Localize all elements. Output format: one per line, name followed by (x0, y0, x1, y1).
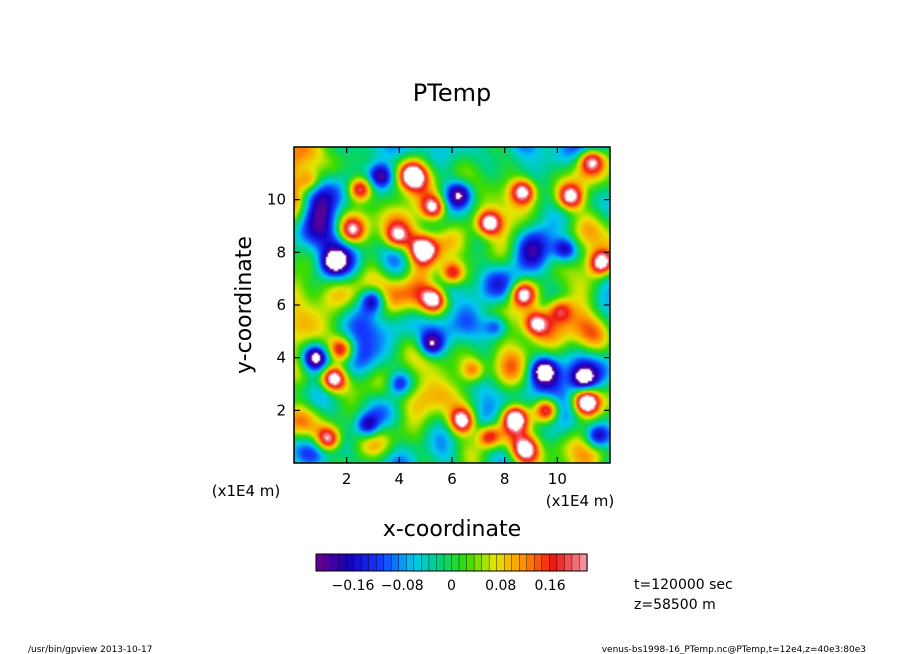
colorbar-bin (451, 553, 460, 572)
colorbar-bin (428, 553, 438, 572)
y-tick-label: 6 (276, 296, 286, 314)
y-tick-label: 2 (276, 401, 286, 419)
y-axis-ticks: 2 4 6 8 10 (267, 191, 610, 419)
colorbar-bin (315, 553, 325, 572)
colorbar-bin (353, 553, 362, 572)
colorbar-bin (413, 553, 422, 572)
colorbar-bin (564, 553, 573, 572)
colorbar-tick-label: 0.08 (485, 578, 516, 594)
colorbar-bin (458, 553, 468, 572)
y-tick-label: 8 (276, 243, 286, 261)
x-tick-label: 2 (342, 470, 352, 488)
colorbar-tick-label: 0 (447, 578, 456, 594)
x-tick-label: 6 (447, 470, 457, 488)
chart-title: PTemp (413, 79, 491, 107)
footer-file-info: venus-bs1998-16_PTemp.nc@PTemp,t=12e4,z=… (602, 645, 866, 654)
colorbar-bin (338, 553, 347, 572)
colorbar-tick-labels: −0.16 −0.08 0 0.08 0.16 (332, 578, 566, 594)
colorbar-tick-label: −0.16 (332, 578, 375, 594)
colorbar-bin (549, 553, 558, 572)
colorbar-bin (330, 553, 340, 572)
colorbar-bin (556, 553, 566, 572)
footer-program-date: /usr/bin/gpview 2013-10-17 (28, 645, 152, 654)
colorbar (315, 553, 588, 572)
y-axis-unit: (x1E4 m) (212, 482, 281, 500)
colorbar-bin (360, 553, 370, 572)
plot-area (293, 146, 611, 464)
colorbar-bin (345, 553, 355, 572)
colorbar-bin (323, 553, 332, 572)
time-label: t=120000 sec (634, 577, 733, 593)
colorbar-bin (436, 553, 445, 572)
colorbar-bin (473, 553, 483, 572)
colorbar-bin (391, 553, 400, 572)
colorbar-bin (466, 553, 475, 572)
colorbar-bin (579, 553, 588, 572)
colorbar-bin (511, 553, 520, 572)
colorbar-bin (526, 553, 535, 572)
colorbar-bin (519, 553, 528, 572)
y-tick-label: 4 (276, 349, 286, 367)
colorbar-bin (541, 553, 550, 572)
y-axis-label: y-coordinate (232, 236, 257, 374)
x-axis-ticks: 2 4 6 8 10 (342, 147, 567, 488)
colorbar-bin (368, 553, 377, 572)
colorbar-bin (488, 553, 498, 572)
colorbar-bin (421, 553, 430, 572)
colorbar-frame (315, 553, 588, 572)
x-tick-label: 8 (500, 470, 510, 488)
colorbar-bin (406, 553, 415, 572)
colorbar-bin (376, 553, 385, 572)
height-label: z=58500 m (634, 597, 716, 613)
ptemp-heatmap (294, 147, 610, 463)
colorbar-bin (481, 553, 490, 572)
colorbar-bin (443, 553, 453, 572)
x-axis-unit: (x1E4 m) (546, 492, 615, 510)
y-tick-label: 10 (267, 191, 286, 209)
colorbar-bin (398, 553, 407, 572)
x-axis-label: x-coordinate (383, 517, 521, 542)
colorbar-bin (496, 553, 505, 572)
colorbar-bin (534, 553, 543, 572)
colorbar-tick-label: 0.16 (534, 578, 565, 594)
x-tick-label: 4 (395, 470, 405, 488)
colorbar-bin (571, 553, 581, 572)
colorbar-bin (503, 553, 513, 572)
colorbar-bin (383, 553, 392, 572)
colorbar-tick-label: −0.08 (381, 578, 424, 594)
x-tick-label: 10 (548, 470, 567, 488)
